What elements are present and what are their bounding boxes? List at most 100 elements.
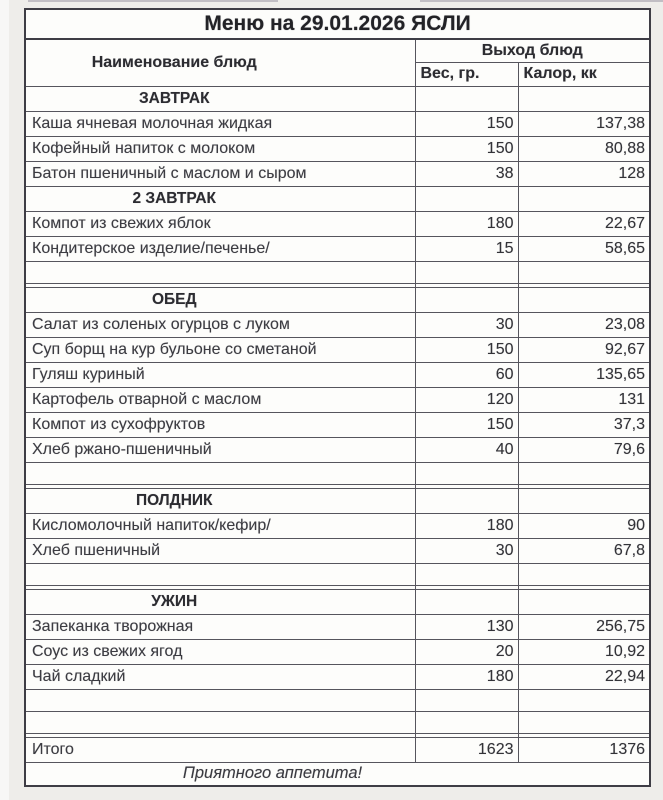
weight-cell: 1623 [414,736,519,763]
weight-cell: 150 [414,110,519,137]
calories-cell: 137,38 [517,110,651,137]
weight-cell: 38 [414,160,519,187]
weight-cell: 30 [414,311,519,338]
calories-cell [517,185,651,212]
calories-cell: 58,65 [517,235,651,262]
empty-cell [24,461,416,485]
weight-cell: 15 [414,235,519,262]
weight-cell [414,85,519,112]
section-header-row: УЖИН [24,588,651,615]
dish-name-cell: Компот из свежих яблок [24,210,416,237]
calories-cell: 80,88 [517,135,651,162]
section-title: 2 ЗАВТРАК [24,185,416,212]
dish-row: Гуляш куриный 60 135,65 [24,361,651,388]
dish-name-cell: Гуляш куриный [24,361,416,388]
header-row-2: Вес, гр. Калор, кк [25,61,651,87]
calories-cell: 67,8 [517,537,651,564]
weight-cell: 180 [414,512,519,539]
empty-cell [24,688,416,712]
dish-name-cell: Каша ячневая молочная жидкая [24,110,416,137]
dish-row: Суп борщ на кур бульоне со сметаной 150 92… [24,336,651,363]
dish-row: Хлеб ржано-пшеничный 40 79,6 [24,436,651,463]
weight-cell: 40 [414,436,519,463]
dish-name-cell: Кофейный напиток с молоком [24,135,416,162]
dish-name-cell: Соус из свежих ягод [24,638,416,665]
calories-cell: 22,67 [517,210,651,237]
empty-row [24,688,651,712]
dish-row: Запеканка творожная 130 256,75 [24,613,651,640]
weight-cell: 150 [414,135,519,162]
weight-cell: 30 [414,537,519,564]
calories-cell: 1376 [517,736,651,763]
total-row: Итого 1623 1376 [24,736,651,763]
empty-cell [414,461,519,485]
calories-cell: 79,6 [517,436,651,463]
menu-table: Меню на 29.01.2026 ЯСЛИ Наименование блю… [24,8,652,787]
empty-row [24,461,651,485]
section-title: ОБЕД [24,286,416,313]
calories-cell: 90 [517,512,651,539]
weight-cell: 120 [414,386,519,413]
calories-cell: 23,08 [517,311,651,338]
dish-name-cell: Суп борщ на кур бульоне со сметаной [24,336,416,363]
dish-row: Батон пшеничный с маслом и сыром 38 128 [24,160,651,187]
calories-cell: 131 [517,386,651,413]
empty-cell [517,562,651,586]
empty-cell [517,461,651,485]
empty-cell [414,688,519,712]
footer-note: Приятного аппетита! [24,761,651,787]
weight-cell: 130 [414,613,519,640]
calories-cell [517,588,651,615]
page-title: Меню на 29.01.2026 ЯСЛИ [24,8,651,40]
section-title: УЖИН [24,588,416,615]
section-header-row: ПОЛДНИК [24,487,651,514]
weight-cell: 150 [414,336,519,363]
empty-cell [414,710,519,734]
calories-cell [517,85,651,112]
scan-artifact-line [28,0,278,2]
dish-name-cell: Хлеб пшеничный [24,537,416,564]
calories-cell: 128 [517,160,651,187]
calories-cell: 37,3 [517,411,651,438]
empty-row [24,562,651,586]
dish-row: Компот из свежих яблок 180 22,67 [24,210,651,237]
weight-cell: 180 [414,210,519,237]
dish-name-cell: Картофель отварной с маслом [24,386,416,413]
empty-row [24,710,651,734]
calories-cell [517,487,651,514]
section-title: ПОЛДНИК [24,487,416,514]
col-header-calories: Калор, кк [517,61,651,87]
dish-row: Каша ячневая молочная жидкая 150 137,38 [24,110,651,137]
section-header-row: ЗАВТРАК [24,85,651,112]
dish-name-cell: Салат из соленых огурцов с луком [24,311,416,338]
dish-name-cell: Кондитерское изделие/печенье/ [24,235,416,262]
empty-cell [414,260,519,284]
weight-cell [414,185,519,212]
weight-cell [414,588,519,615]
empty-cell [517,260,651,284]
scan-artifact-line [420,0,663,2]
empty-cell [517,710,651,734]
empty-cell [517,688,651,712]
calories-cell: 10,92 [517,638,651,665]
section-title: ЗАВТРАК [24,85,416,112]
weight-cell: 60 [414,361,519,388]
dish-name-cell: Кисломолочный напиток/кефир/ [24,512,416,539]
menu-table-body: Меню на 29.01.2026 ЯСЛИ Наименование блю… [24,8,651,787]
section-header-row: ОБЕД [24,286,651,313]
weight-cell: 20 [414,638,519,665]
dish-name-cell: Батон пшеничный с маслом и сыром [24,160,416,187]
weight-cell [414,286,519,313]
calories-cell: 135,65 [517,361,651,388]
calories-cell: 22,94 [517,663,651,690]
empty-cell [24,562,416,586]
calories-cell: 256,75 [517,613,651,640]
col-header-weight: Вес, гр. [414,61,519,87]
dish-row: Компот из сухофруктов 150 37,3 [24,411,651,438]
dish-row: Чай сладкий 180 22,94 [24,663,651,690]
dish-row: Кисломолочный напиток/кефир/180 90 [24,512,651,539]
dish-name-cell: Чай сладкий [24,663,416,690]
header-row-1: Наименование блюд Выход блюд [24,38,651,87]
calories-cell [517,286,651,313]
